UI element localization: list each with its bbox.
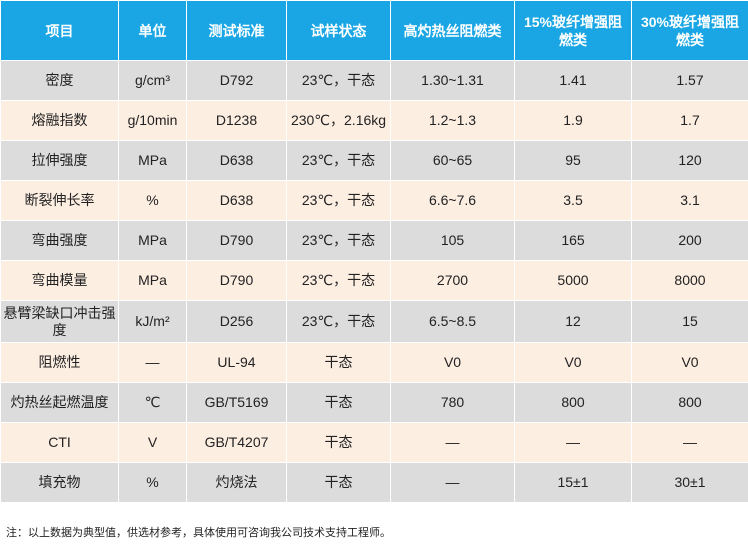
table-row: CTI V GB/T4207 干态 — — — <box>0 422 748 463</box>
table-cell: % <box>118 462 187 503</box>
table-row: 灼热丝起燃温度 ℃ GB/T5169 干态 780 800 800 <box>0 382 748 423</box>
table-cell: 阻燃性 <box>0 342 119 383</box>
table-cell: V0 <box>390 342 515 383</box>
table-cell: 弯曲模量 <box>0 260 119 301</box>
table-cell: ℃ <box>118 382 187 423</box>
table-cell: 1.41 <box>514 60 632 101</box>
table-row: 密度 g/cm³ D792 23℃，干态 1.30~1.31 1.41 1.57 <box>0 60 748 101</box>
table-cell: 15 <box>631 300 748 343</box>
table-cell: g/cm³ <box>118 60 187 101</box>
table-cell: 120 <box>631 140 748 181</box>
table-cell: 密度 <box>0 60 119 101</box>
table-row: 阻燃性 — UL-94 干态 V0 V0 V0 <box>0 342 748 383</box>
table-cell: — <box>514 422 632 463</box>
table-cell: 8000 <box>631 260 748 301</box>
table-cell: V0 <box>631 342 748 383</box>
table-cell: 15±1 <box>514 462 632 503</box>
table-cell: 干态 <box>286 462 391 503</box>
table-cell: 6.6~7.6 <box>390 180 515 221</box>
table-cell: D790 <box>186 220 287 261</box>
table-cell: CTI <box>0 422 119 463</box>
table-cell: 30±1 <box>631 462 748 503</box>
table-cell: 干态 <box>286 342 391 383</box>
table-cell: 灼烧法 <box>186 462 287 503</box>
table-row: 填充物 % 灼烧法 干态 — 15±1 30±1 <box>0 462 748 503</box>
table-cell: 2700 <box>390 260 515 301</box>
table-row: 拉伸强度 MPa D638 23℃，干态 60~65 95 120 <box>0 140 748 181</box>
table-cell: D638 <box>186 140 287 181</box>
column-header: 试样状态 <box>286 0 391 61</box>
table-cell: 1.30~1.31 <box>390 60 515 101</box>
table-cell: 熔融指数 <box>0 100 119 141</box>
table-cell: D792 <box>186 60 287 101</box>
table-cell: MPa <box>118 220 187 261</box>
table-cell: kJ/m² <box>118 300 187 343</box>
column-header: 测试标准 <box>186 0 287 61</box>
table-row: 断裂伸长率 % D638 23℃，干态 6.6~7.6 3.5 3.1 <box>0 180 748 221</box>
table-cell: 23℃，干态 <box>286 180 391 221</box>
table-cell: 干态 <box>286 422 391 463</box>
table-cell: 6.5~8.5 <box>390 300 515 343</box>
table-cell: 780 <box>390 382 515 423</box>
table-cell: 拉伸强度 <box>0 140 119 181</box>
table-cell: — <box>118 342 187 383</box>
table-cell: — <box>390 422 515 463</box>
table-cell: 1.2~1.3 <box>390 100 515 141</box>
table-cell: D790 <box>186 260 287 301</box>
table-cell: 23℃，干态 <box>286 260 391 301</box>
table-cell: 干态 <box>286 382 391 423</box>
table-cell: V0 <box>514 342 632 383</box>
table-cell: 165 <box>514 220 632 261</box>
table-cell: 95 <box>514 140 632 181</box>
table-cell: D638 <box>186 180 287 221</box>
table-cell: 5000 <box>514 260 632 301</box>
table-cell: g/10min <box>118 100 187 141</box>
table-cell: 23℃，干态 <box>286 140 391 181</box>
table-cell: V <box>118 422 187 463</box>
column-header: 高灼热丝阻燃类 <box>390 0 515 61</box>
table-cell: 105 <box>390 220 515 261</box>
table-cell: 12 <box>514 300 632 343</box>
table-header-row: 项目 单位 测试标准 试样状态 高灼热丝阻燃类 15%玻纤增强阻燃类 30%玻纤… <box>0 0 748 61</box>
table-cell: 3.1 <box>631 180 748 221</box>
table-row: 弯曲强度 MPa D790 23℃，干态 105 165 200 <box>0 220 748 261</box>
table-cell: UL-94 <box>186 342 287 383</box>
table-cell: 填充物 <box>0 462 119 503</box>
footnote: 注：以上数据为典型值，供选材参考，具体使用可咨询我公司技术支持工程师。 <box>6 527 391 539</box>
table-cell: D256 <box>186 300 287 343</box>
table-cell: 断裂伸长率 <box>0 180 119 221</box>
column-header: 30%玻纤增强阻燃类 <box>631 0 748 61</box>
table-cell: % <box>118 180 187 221</box>
table-cell: 悬臂梁缺口冲击强度 <box>0 300 119 343</box>
table-cell: GB/T5169 <box>186 382 287 423</box>
table-cell: 1.7 <box>631 100 748 141</box>
table-cell: 1.9 <box>514 100 632 141</box>
properties-table: 项目 单位 测试标准 试样状态 高灼热丝阻燃类 15%玻纤增强阻燃类 30%玻纤… <box>0 0 748 503</box>
table-cell: 23℃，干态 <box>286 220 391 261</box>
table-cell: — <box>631 422 748 463</box>
table-cell: GB/T4207 <box>186 422 287 463</box>
table-cell: 1.57 <box>631 60 748 101</box>
column-header: 项目 <box>0 0 119 61</box>
table-cell: 3.5 <box>514 180 632 221</box>
table-cell: MPa <box>118 260 187 301</box>
table-row: 悬臂梁缺口冲击强度 kJ/m² D256 23℃，干态 6.5~8.5 12 1… <box>0 300 748 343</box>
table-cell: 800 <box>514 382 632 423</box>
column-header: 15%玻纤增强阻燃类 <box>514 0 632 61</box>
table-cell: D1238 <box>186 100 287 141</box>
table-cell: 23℃，干态 <box>286 300 391 343</box>
table-row: 熔融指数 g/10min D1238 230℃，2.16kg 1.2~1.3 1… <box>0 100 748 141</box>
column-header: 单位 <box>118 0 187 61</box>
table-cell: 弯曲强度 <box>0 220 119 261</box>
table-cell: 23℃，干态 <box>286 60 391 101</box>
table-cell: MPa <box>118 140 187 181</box>
table-cell: — <box>390 462 515 503</box>
table-cell: 800 <box>631 382 748 423</box>
table-cell: 230℃，2.16kg <box>286 100 391 141</box>
table-cell: 200 <box>631 220 748 261</box>
table-row: 弯曲模量 MPa D790 23℃，干态 2700 5000 8000 <box>0 260 748 301</box>
table-cell: 60~65 <box>390 140 515 181</box>
table-cell: 灼热丝起燃温度 <box>0 382 119 423</box>
